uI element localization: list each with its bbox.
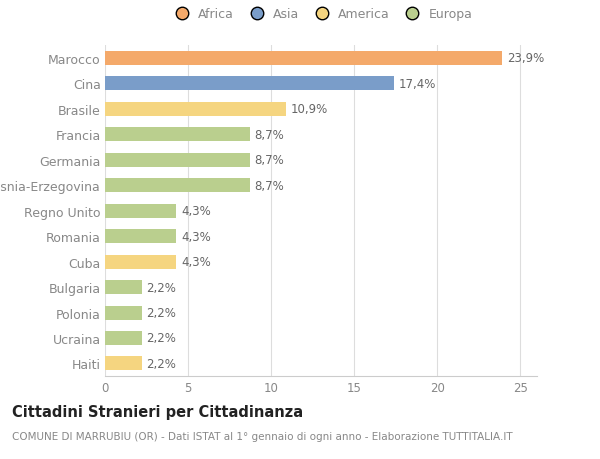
Bar [105, 280, 142, 294]
Text: 2,2%: 2,2% [146, 332, 176, 345]
Text: 10,9%: 10,9% [291, 103, 328, 116]
Bar [105, 357, 142, 371]
Bar [105, 306, 142, 320]
Bar [105, 153, 250, 167]
Legend: Africa, Asia, America, Europa: Africa, Asia, America, Europa [167, 6, 475, 24]
Bar [105, 255, 176, 269]
Bar [105, 179, 250, 193]
Text: 4,3%: 4,3% [181, 205, 211, 218]
Bar [105, 204, 176, 218]
Text: 4,3%: 4,3% [181, 256, 211, 269]
Text: 2,2%: 2,2% [146, 357, 176, 370]
Text: 17,4%: 17,4% [399, 78, 436, 90]
Bar [105, 128, 250, 142]
Bar [105, 51, 502, 66]
Text: 4,3%: 4,3% [181, 230, 211, 243]
Text: Cittadini Stranieri per Cittadinanza: Cittadini Stranieri per Cittadinanza [12, 404, 303, 419]
Bar [105, 230, 176, 244]
Text: COMUNE DI MARRUBIU (OR) - Dati ISTAT al 1° gennaio di ogni anno - Elaborazione T: COMUNE DI MARRUBIU (OR) - Dati ISTAT al … [12, 431, 512, 442]
Text: 23,9%: 23,9% [507, 52, 544, 65]
Text: 8,7%: 8,7% [254, 179, 284, 192]
Bar [105, 77, 394, 91]
Text: 8,7%: 8,7% [254, 129, 284, 141]
Bar [105, 331, 142, 345]
Bar [105, 102, 286, 117]
Text: 2,2%: 2,2% [146, 306, 176, 319]
Text: 2,2%: 2,2% [146, 281, 176, 294]
Text: 8,7%: 8,7% [254, 154, 284, 167]
